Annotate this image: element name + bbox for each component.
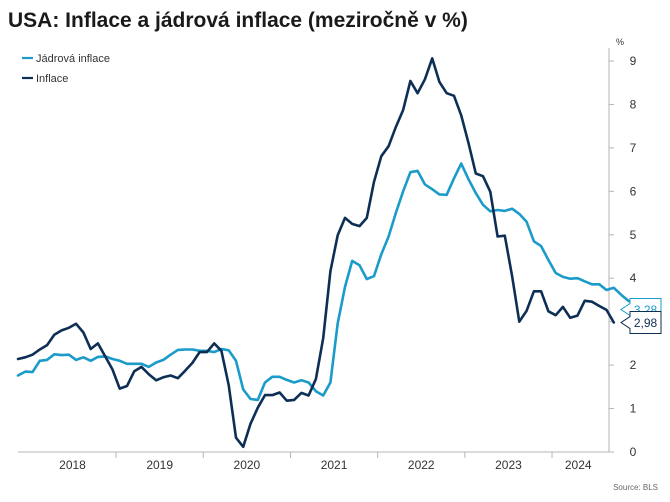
x-tick-label: 2020 bbox=[234, 458, 261, 472]
end-labels: 3,282,98 bbox=[620, 298, 662, 335]
y-tick-label: 9 bbox=[630, 54, 637, 68]
legend-label-core: Jádrová inflace bbox=[36, 53, 110, 65]
series-line-1 bbox=[16, 57, 616, 449]
y-tick-label: 8 bbox=[630, 97, 637, 111]
chart-title: USA: Inflace a jádrová inflace (meziročn… bbox=[8, 9, 468, 32]
y-axis-unit: % bbox=[616, 37, 624, 47]
x-tick-label: 2021 bbox=[321, 458, 348, 472]
x-tick-label: 2019 bbox=[146, 458, 173, 472]
source-note: Source: BLS bbox=[613, 483, 658, 492]
y-tick-label: 2 bbox=[630, 358, 637, 372]
series-group bbox=[16, 57, 645, 449]
y-tick-label: 1 bbox=[630, 402, 637, 416]
legend: Jádrová inflace Inflace bbox=[22, 53, 110, 85]
x-tick-label: 2024 bbox=[565, 458, 592, 472]
series-line-0 bbox=[16, 162, 645, 402]
legend-label-headline: Inflace bbox=[36, 73, 68, 85]
x-tick-label: 2018 bbox=[59, 458, 86, 472]
x-axis-ticks: 2018 2019 2020 2021 2022 2023 2024 bbox=[59, 458, 592, 472]
y-tick-label: 0 bbox=[630, 445, 637, 459]
y-tick-label: 6 bbox=[630, 184, 637, 198]
end-label-box-1 bbox=[620, 311, 662, 335]
x-axis-separators bbox=[115, 452, 553, 458]
x-tick-label: 2022 bbox=[408, 458, 435, 472]
y-tick-label: 7 bbox=[630, 141, 637, 155]
y-axis-ticks: 0123456789 bbox=[609, 54, 637, 459]
y-tick-label: 4 bbox=[630, 271, 637, 285]
end-label-1: 2,98 bbox=[634, 316, 658, 330]
y-tick-label: 5 bbox=[630, 228, 637, 242]
x-tick-label: 2023 bbox=[495, 458, 522, 472]
